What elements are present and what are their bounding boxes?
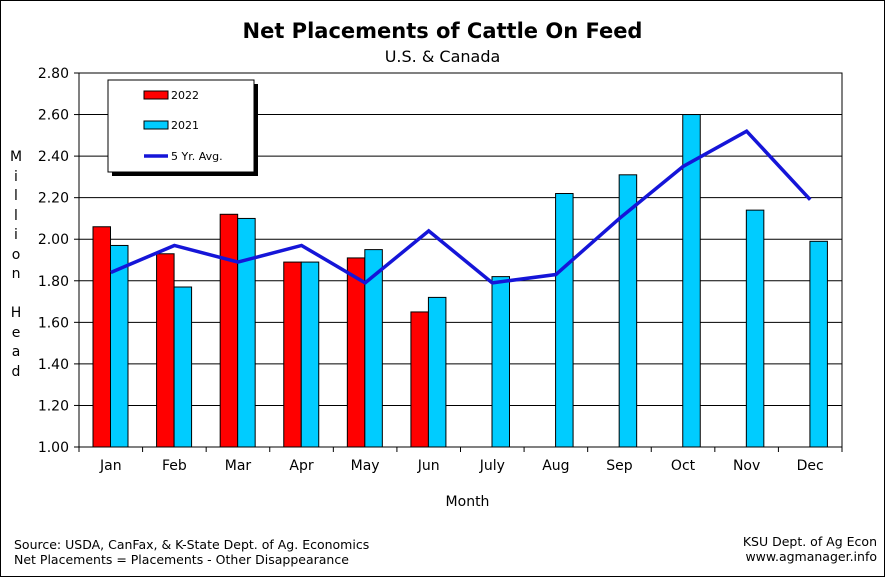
bar-2021 — [300, 261, 320, 448]
y-tick-label: 2.60 — [38, 108, 69, 124]
credit-url[interactable]: www.agmanager.info — [745, 549, 877, 564]
chart-subtitle: U.S. & Canada — [384, 47, 501, 66]
bar-2021 — [682, 114, 701, 448]
x-tick-label: Feb — [162, 458, 187, 474]
y-tick-label: 2.00 — [38, 232, 69, 248]
bar-2021 — [427, 296, 447, 448]
x-tick-label: Mar — [225, 458, 252, 474]
x-tick-label: Jun — [417, 458, 440, 474]
bar-2021 — [491, 276, 510, 448]
x-axis-label: Month — [445, 494, 490, 510]
legend-swatch-2021 — [143, 120, 169, 130]
definition-note: Net Placements = Placements - Other Disa… — [14, 552, 349, 567]
bar-2022 — [156, 253, 175, 448]
y-tick-label: 2.40 — [38, 149, 69, 165]
legend — [107, 79, 255, 173]
x-tick-label: Oct — [671, 458, 696, 474]
bar-2022 — [346, 257, 366, 448]
source-note: Source: USDA, CanFax, & K-State Dept. of… — [14, 537, 370, 552]
x-tick-label: July — [479, 458, 505, 474]
y-tick-label: 1.60 — [38, 315, 69, 331]
x-tick-label: Nov — [733, 458, 760, 474]
y-axis-label: M i l l i o n H e a d — [9, 149, 23, 380]
y-tick-label: 2.80 — [38, 66, 69, 82]
y-tick-label: 2.20 — [38, 191, 69, 207]
bar-2022 — [219, 213, 239, 448]
bar-2022 — [410, 311, 429, 448]
bar-2021 — [237, 217, 256, 448]
credit-org: KSU Dept. of Ag Econ — [742, 534, 877, 549]
y-tick-label: 1.40 — [38, 357, 69, 373]
x-tick-label: Dec — [797, 458, 824, 474]
bar-2021 — [745, 209, 765, 448]
bar-2021 — [364, 249, 383, 448]
bar-2021 — [555, 193, 574, 448]
x-tick-label: Jan — [99, 458, 122, 474]
y-tick-label: 1.00 — [38, 440, 69, 456]
legend-label: 5 Yr. Avg. — [171, 150, 223, 163]
legend-label: 2021 — [171, 119, 199, 132]
bar-2021 — [173, 286, 193, 448]
bar-2022 — [92, 226, 111, 448]
y-tick-label: 1.80 — [38, 274, 69, 290]
bar-2021 — [110, 244, 129, 448]
legend-swatch-2022 — [143, 90, 169, 100]
x-tick-label: May — [351, 458, 380, 474]
x-tick-label: Apr — [289, 458, 313, 474]
bar-2021 — [618, 174, 638, 448]
y-tick-label: 1.20 — [38, 398, 69, 414]
bar-2022 — [283, 261, 302, 448]
legend-label: 2022 — [171, 89, 199, 102]
x-tick-label: Aug — [542, 458, 569, 474]
chart-title: Net Placements of Cattle On Feed — [242, 19, 643, 43]
series-line-5yr-avg — [110, 128, 812, 285]
x-tick-label: Sep — [606, 458, 633, 474]
bar-2021 — [809, 240, 828, 448]
